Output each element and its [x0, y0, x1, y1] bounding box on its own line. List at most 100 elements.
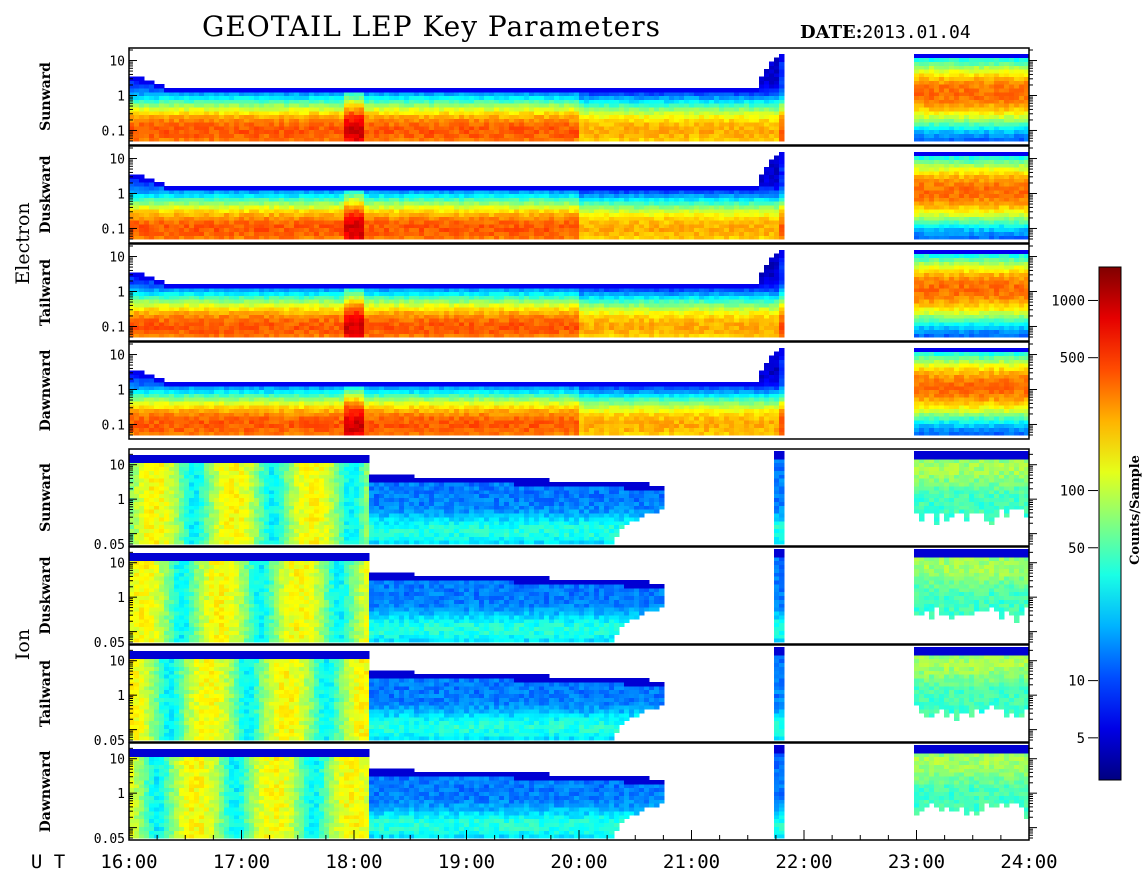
spectrogram-cell — [999, 155, 1005, 160]
spectrogram-cell — [999, 99, 1005, 104]
spectrogram-cell — [429, 197, 435, 202]
spectrogram-cell — [1024, 182, 1030, 187]
spectrogram-cell — [189, 125, 195, 131]
spectrogram-cell — [469, 91, 475, 97]
spectrogram-cell — [779, 231, 785, 236]
spectrogram-cell — [649, 133, 655, 138]
spectrogram-cell — [524, 106, 530, 112]
spectrogram-cell — [394, 235, 400, 240]
spectrogram-cell — [464, 95, 470, 100]
spectrogram-cell — [244, 227, 250, 233]
spectrogram-cell — [129, 291, 135, 296]
spectrogram-cell — [714, 137, 720, 142]
spectrogram-cell — [729, 201, 735, 206]
spectrogram-cell — [654, 106, 660, 112]
spectrogram-cell — [664, 87, 670, 93]
spectrogram-cell — [934, 99, 940, 104]
spectrogram-cell — [524, 185, 530, 191]
spectrogram-cell — [219, 103, 225, 108]
spectrogram-cell — [404, 114, 410, 119]
spectrogram-cell — [174, 235, 180, 240]
spectrogram-cell — [364, 185, 370, 191]
spectrogram-cell — [134, 204, 140, 210]
spectrogram-cell — [939, 53, 945, 59]
spectrogram-cell — [169, 125, 175, 131]
spectrogram-cell — [404, 220, 410, 225]
spectrogram-cell — [774, 197, 780, 202]
spectrogram-cell — [389, 99, 395, 104]
spectrogram-cell — [649, 212, 655, 217]
spectrogram-cell — [294, 227, 300, 233]
spectrogram-cell — [769, 84, 775, 89]
spectrogram-cell — [624, 129, 630, 135]
spectrogram-cell — [449, 137, 455, 142]
spectrogram-cell — [324, 212, 330, 217]
spectrogram-cell — [1024, 76, 1030, 81]
spectrogram-cell — [939, 68, 945, 74]
spectrogram-cells — [129, 249, 1030, 338]
spectrogram-cell — [609, 216, 615, 221]
spectrogram-cell — [574, 137, 580, 142]
spectrogram-cell — [594, 193, 600, 198]
spectrogram-cell — [524, 114, 530, 119]
spectrogram-cell — [769, 174, 775, 179]
spectrogram-cell — [674, 95, 680, 100]
spectrogram-cell — [994, 114, 1000, 119]
spectrogram-cell — [649, 125, 655, 131]
spectrogram-cell — [174, 201, 180, 206]
spectrogram-cell — [759, 178, 765, 183]
spectrogram-cell — [634, 91, 640, 97]
spectrogram-cell — [279, 87, 285, 93]
spectrogram-cell — [209, 208, 215, 214]
spectrogram-cell — [199, 201, 205, 206]
spectrogram-cell — [1009, 87, 1015, 93]
spectrogram-cell — [314, 189, 320, 195]
spectrogram-cell — [779, 76, 785, 81]
spectrogram-cell — [964, 84, 970, 89]
spectrogram-cell — [1019, 129, 1025, 135]
spectrogram-cell — [924, 163, 930, 168]
spectrogram-cell — [494, 114, 500, 119]
spectrogram-cell — [609, 103, 615, 108]
spectrogram-cell — [259, 220, 265, 225]
spectrogram-cell — [264, 208, 270, 214]
spectrogram-cell — [924, 95, 930, 100]
spectrogram-cell — [534, 99, 540, 104]
spectrogram-cell — [939, 87, 945, 93]
spectrogram-cell — [714, 204, 720, 210]
spectrogram-cell — [634, 129, 640, 135]
spectrogram-cell — [1004, 114, 1010, 119]
spectrogram-cell — [944, 122, 950, 127]
spectrogram-cell — [919, 170, 925, 176]
spectrogram-cell — [734, 87, 740, 93]
spectrogram-cell — [599, 110, 605, 116]
spectrogram-cell — [1024, 99, 1030, 104]
spectrogram-cell — [919, 151, 925, 157]
spectrogram-cell — [654, 129, 660, 135]
spectrogram-cell — [149, 129, 155, 135]
spectrogram-cell — [199, 129, 205, 135]
spectrogram-cell — [304, 91, 310, 97]
spectrogram-cell — [914, 170, 920, 176]
spectrogram-cell — [294, 216, 300, 221]
spectrogram-cell — [704, 114, 710, 119]
spectrogram-cell — [924, 182, 930, 187]
spectrogram-cell — [149, 193, 155, 198]
spectrogram-cell — [914, 201, 920, 206]
spectrogram-cell — [674, 216, 680, 221]
spectrogram-cell — [604, 197, 610, 202]
spectrogram-cell — [954, 57, 960, 62]
spectrogram-cell — [734, 223, 740, 229]
spectrogram-cell — [1004, 227, 1010, 233]
spectrogram-cell — [639, 103, 645, 108]
spectrogram-cell — [264, 197, 270, 202]
spectrogram-cell — [274, 235, 280, 240]
spectrogram-cell — [189, 137, 195, 142]
spectrogram-cell — [149, 80, 155, 85]
spectrogram-cell — [319, 204, 325, 210]
spectrogram-cell — [934, 208, 940, 214]
spectrogram-cell — [979, 114, 985, 119]
spectrogram-cell — [334, 212, 340, 217]
spectrogram-cell — [979, 80, 985, 85]
spectrogram-cell — [1009, 174, 1015, 179]
